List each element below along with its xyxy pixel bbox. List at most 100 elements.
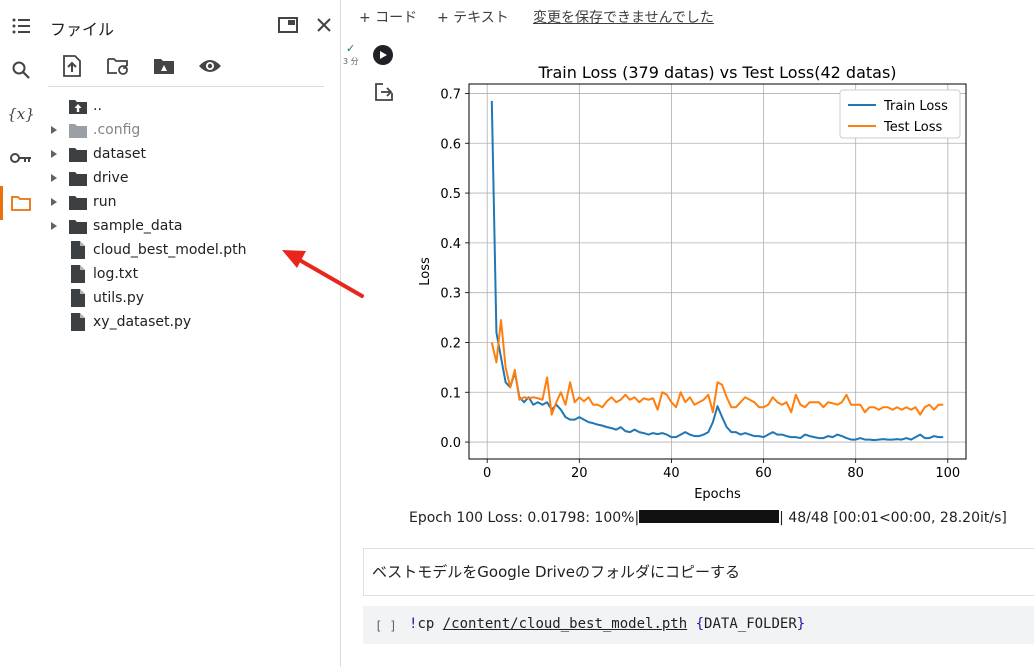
upload-file-icon[interactable] (60, 54, 84, 78)
file-icon (69, 289, 87, 307)
annotation-arrow (282, 250, 364, 298)
code-brace-close: } (796, 616, 806, 632)
file-tree-label: utils.py (93, 290, 145, 306)
file-tree-row[interactable]: sample_data (42, 214, 340, 238)
y-tick-label: 0.3 (440, 287, 461, 302)
expand-caret-icon[interactable] (49, 221, 59, 231)
folder-icon[interactable] (9, 191, 33, 215)
add-code-button[interactable]: + コード (359, 10, 418, 26)
key-icon[interactable] (9, 146, 33, 170)
show-hidden-icon[interactable] (198, 54, 222, 78)
close-icon[interactable] (313, 14, 335, 36)
files-panel: ファイル .. .config dataset drive run sample_data… (42, 0, 364, 667)
x-tick-label: 80 (847, 466, 864, 481)
open-in-tab-icon[interactable] (277, 14, 299, 36)
file-tree-row[interactable]: utils.py (42, 286, 340, 310)
x-tick-label: 60 (755, 466, 772, 481)
executed-check-icon: ✓ (346, 42, 356, 55)
code-variable: DATA_FOLDER (704, 616, 797, 632)
notebook-area: + コード + テキスト 変更を保存できませんでした ✓ 3 分 0 20 40 60… (341, 0, 1034, 667)
cell-run-bracket[interactable]: [ ] (375, 619, 397, 633)
panel-title: ファイル (50, 20, 115, 39)
file-tree-label: cloud_best_model.pth (93, 242, 247, 258)
file-tree-label: sample_data (93, 218, 183, 234)
series-line (490, 100, 944, 442)
plot-area (469, 84, 966, 459)
progress-prefix: Epoch 100 Loss: 0.01798: 100%| (409, 510, 640, 526)
y-axis-label: Loss (418, 257, 433, 286)
folder-icon (69, 217, 87, 235)
x-tick-label: 0 (483, 466, 491, 481)
notebook-toolbar: + コード + テキスト 変更を保存できませんでした (341, 0, 1034, 33)
expand-caret-icon[interactable] (49, 173, 59, 183)
file-tree-label: drive (93, 170, 129, 186)
output-actions-icon[interactable] (374, 82, 394, 106)
file-tree-label: dataset (93, 146, 146, 162)
file-icon (69, 313, 87, 331)
x-tick-label: 100 (935, 466, 960, 481)
folder-icon (69, 169, 87, 187)
files-toolbar (60, 54, 222, 78)
x-axis-label: Epochs (694, 487, 741, 502)
legend-label: Test Loss (883, 120, 942, 135)
y-tick-label: 0.0 (440, 436, 461, 451)
legend-label: Train Loss (883, 99, 948, 114)
file-tree-row[interactable]: log.txt (42, 262, 340, 286)
progress-suffix: | 48/48 [00:01<00:00, 28.20it/s] (779, 510, 1007, 526)
expand-caret-icon[interactable] (49, 149, 59, 159)
variables-icon[interactable]: {x} (7, 105, 35, 123)
file-tree-label: run (93, 194, 117, 210)
text-cell[interactable]: ベストモデルをGoogle Driveのフォルダにコピーする (363, 548, 1034, 596)
code-space (687, 616, 695, 632)
code-cell[interactable]: [ ] !cp /content/cloud_best_model.pth {D… (363, 606, 1034, 644)
add-text-button[interactable]: + テキスト (437, 10, 509, 26)
file-tree-label: log.txt (93, 266, 139, 282)
y-tick-label: 0.7 (440, 87, 461, 102)
code-bang: ! (409, 616, 418, 632)
file-tree-row[interactable]: cloud_best_model.pth (42, 238, 340, 262)
code-brace-open: { (695, 616, 705, 632)
search-icon[interactable] (9, 58, 33, 82)
series-line (490, 319, 944, 416)
folder-icon (69, 193, 87, 211)
y-tick-label: 0.4 (440, 237, 461, 252)
y-tick-label: 0.5 (440, 187, 461, 202)
expand-caret-icon[interactable] (49, 197, 59, 207)
play-icon (380, 51, 387, 59)
code-line[interactable]: !cp /content/cloud_best_model.pth {DATA_… (409, 616, 805, 632)
file-tree-row[interactable]: dataset (42, 142, 340, 166)
execution-time: 3 分 (343, 57, 359, 66)
folder-icon (69, 121, 87, 139)
y-tick-label: 0.6 (440, 137, 461, 152)
panel-divider (48, 86, 324, 87)
file-tree-row[interactable]: xy_dataset.py (42, 310, 340, 334)
table-of-contents-icon[interactable] (9, 14, 33, 38)
refresh-folder-icon[interactable] (106, 54, 130, 78)
file-icon (69, 265, 87, 283)
loss-chart: 0 20 40 60 80 100 0.0 0.1 0.2 0.3 0.4 0.5 0.6 0.7 Trai… (418, 63, 967, 502)
file-tree-label: xy_dataset.py (93, 314, 192, 330)
progress-bar (639, 510, 780, 523)
y-tick-label: 0.2 (440, 336, 461, 351)
code-path: /content/cloud_best_model.pth (442, 616, 688, 632)
plot-frame (468, 83, 967, 460)
parent-folder-icon (69, 97, 87, 115)
x-tick-label: 40 (663, 466, 680, 481)
text-cell-content: ベストモデルをGoogle Driveのフォルダにコピーする (372, 563, 740, 581)
file-icon (69, 241, 87, 259)
file-tree-row[interactable]: .config (42, 118, 340, 142)
file-tree-row[interactable]: run (42, 190, 340, 214)
expand-caret-icon[interactable] (49, 125, 59, 135)
code-command: cp (417, 616, 443, 632)
file-tree-label: .config (93, 122, 141, 138)
save-status-link[interactable]: 変更を保存できませんでした (533, 10, 714, 26)
training-progress: Epoch 100 Loss: 0.01798: 100%| | 48/48 [0… (409, 510, 1007, 526)
mount-drive-icon[interactable] (152, 54, 176, 78)
file-tree-row[interactable]: .. (42, 94, 340, 118)
x-tick-label: 20 (571, 466, 588, 481)
file-tree-row[interactable]: drive (42, 166, 340, 190)
run-cell-button[interactable] (373, 45, 393, 65)
activity-rail: {x} (0, 0, 43, 667)
chart-title: Train Loss (379 datas) vs Test Loss(42 d… (537, 63, 896, 82)
